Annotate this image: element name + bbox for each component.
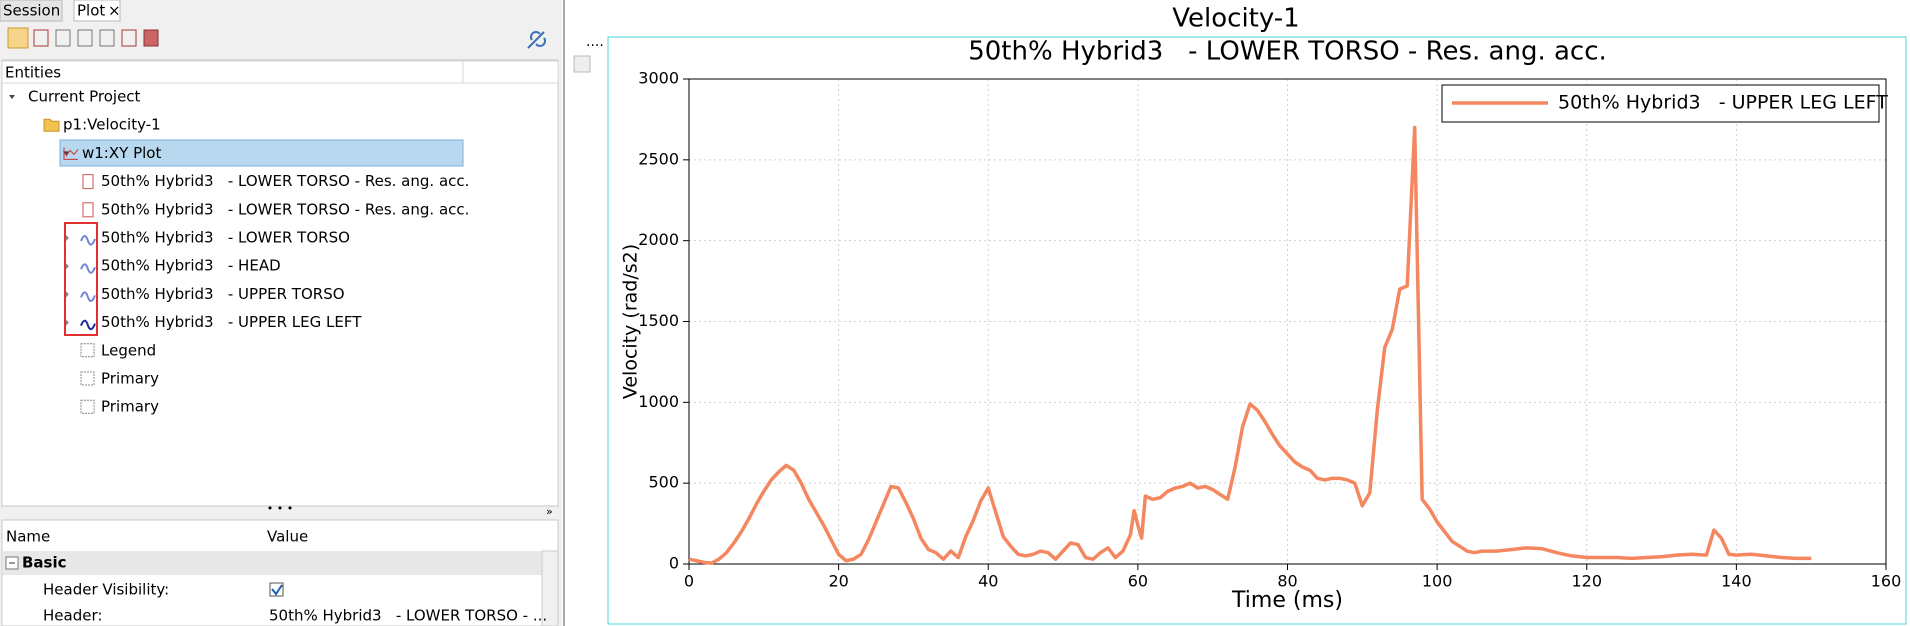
note-icon (82, 202, 94, 218)
note-icon (82, 174, 94, 190)
y-tick-label: 2000 (638, 230, 679, 249)
plot-icon (63, 147, 79, 160)
axis-icon (80, 399, 95, 414)
tree-item[interactable]: w1:XY Plot (82, 144, 161, 162)
tree-item[interactable]: Legend (101, 341, 156, 359)
session-tab[interactable] (0, 0, 63, 22)
axis-icon (80, 371, 95, 386)
x-axis-label: Time (ms) (1231, 588, 1343, 613)
y-tick-label: 3000 (638, 69, 679, 88)
y-tick-label: 1500 (638, 311, 679, 330)
tree-item[interactable]: 50th% Hybrid3 - HEAD (101, 257, 281, 275)
tree-item[interactable]: Current Project (28, 88, 141, 106)
x-tick-label: 120 (1571, 572, 1602, 591)
x-tick-label: 160 (1871, 572, 1902, 591)
dots: .... (586, 34, 604, 50)
y-tick-label: 1000 (638, 392, 679, 411)
tree-header-label: Entities (5, 64, 61, 82)
legend-label: 50th% Hybrid3 - UPPER LEG LEFT (1558, 92, 1888, 114)
curve-icon (80, 263, 96, 274)
column-header: Value (267, 528, 308, 546)
check-mark (271, 584, 283, 596)
property-name: Header Visibility: (43, 581, 169, 599)
tool-button[interactable] (99, 29, 115, 47)
tree-item[interactable]: 50th% Hybrid3 - LOWER TORSO (101, 229, 350, 247)
toolbar (7, 27, 546, 49)
tree: Current Project p1:Velocity-1 w1:XY Plot 50… (9, 88, 469, 416)
tree-item[interactable]: 50th% Hybrid3 - UPPER LEG LEFT (101, 313, 362, 331)
group-row (2, 551, 542, 575)
tree-item[interactable]: Primary (101, 398, 159, 416)
x-tick-label: 60 (1128, 572, 1148, 591)
tool-button[interactable] (77, 29, 93, 47)
tab-label[interactable]: Plot (77, 2, 105, 20)
window-title: Velocity-1 (1172, 4, 1299, 34)
splitter[interactable]: • • • (267, 502, 293, 515)
expander[interactable] (66, 319, 69, 326)
tree-item[interactable]: 50th% Hybrid3 - UPPER TORSO (101, 285, 345, 303)
group-label: Basic (22, 554, 67, 572)
tool-button[interactable] (7, 27, 29, 49)
x-tick-label: 0 (684, 572, 694, 591)
x-tick-label: 100 (1422, 572, 1453, 591)
expander[interactable] (66, 291, 69, 298)
column-header: Name (6, 528, 50, 546)
y-tick-label: 0 (669, 554, 679, 573)
side-icon[interactable] (573, 55, 591, 73)
tree-item[interactable]: p1:Velocity-1 (63, 116, 161, 134)
chart: 50th% Hybrid3 - LOWER TORSO - Res. ang. … (620, 37, 1902, 614)
curve-icon (80, 319, 96, 331)
y-tick-label: 500 (648, 473, 679, 492)
curve-icon (80, 235, 96, 246)
tree-item[interactable]: 50th% Hybrid3 - LOWER TORSO - Res. ang. … (101, 172, 469, 190)
tool-button[interactable] (121, 29, 137, 47)
y-axis-label: Velocity (rad/s2) (620, 244, 642, 399)
highlight-box (64, 222, 98, 336)
y-tick-label: 2500 (638, 149, 679, 168)
tab-close[interactable]: × (108, 2, 121, 20)
property-name: Header: (43, 607, 102, 625)
collapse[interactable]: » (546, 505, 553, 518)
tool-button[interactable] (143, 29, 159, 47)
tree-item[interactable]: Primary (101, 370, 159, 388)
chart-title: 50th% Hybrid3 - LOWER TORSO - Res. ang. … (968, 37, 1607, 67)
checkbox-box[interactable] (269, 582, 284, 597)
expander[interactable] (66, 235, 69, 241)
entities-tree (1, 59, 559, 507)
folder-icon (43, 118, 60, 132)
expander[interactable] (9, 95, 15, 99)
expander[interactable] (66, 263, 69, 270)
plot-area (688, 78, 1887, 565)
plot-tab[interactable] (73, 0, 121, 22)
tab-label[interactable]: Session (3, 2, 60, 20)
x-tick-label: 20 (828, 572, 848, 591)
tool-button[interactable] (33, 29, 49, 47)
link-icon[interactable] (527, 31, 546, 49)
scrollbar[interactable] (541, 550, 559, 626)
tool-button[interactable] (55, 29, 71, 47)
x-tick-label: 80 (1277, 572, 1297, 591)
x-tick-label: 40 (978, 572, 998, 591)
property-value[interactable]: 50th% Hybrid3 - LOWER TORSO - ... (269, 607, 547, 625)
tree-header (1, 60, 559, 84)
tree-item[interactable]: 50th% Hybrid3 - LOWER TORSO - Res. ang. … (101, 200, 469, 218)
curve-icon (80, 291, 96, 302)
selected-row (59, 139, 464, 167)
data-line (688, 125, 1812, 565)
axis-icon (80, 343, 95, 358)
checkbox[interactable] (269, 582, 284, 597)
x-tick-label: 140 (1721, 572, 1752, 591)
